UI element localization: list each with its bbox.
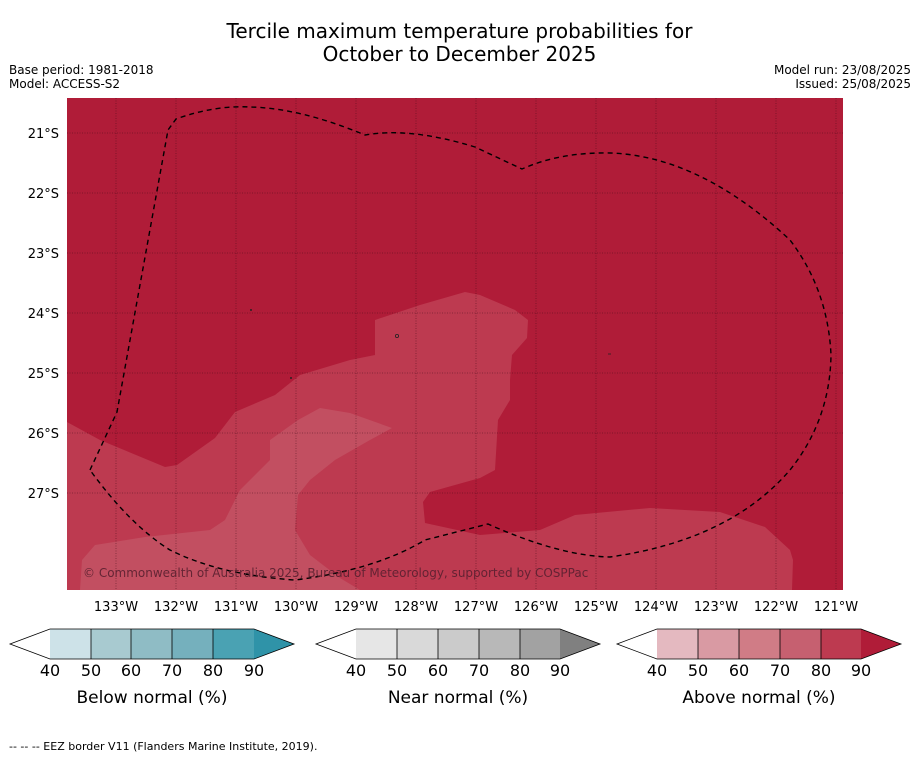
colorbar-arrow-max xyxy=(254,629,294,659)
map-title: Tercile maximum temperature probabilitie… xyxy=(0,20,919,66)
lon-label: 128°W xyxy=(394,600,438,615)
colorbar-tick: 60 xyxy=(729,661,749,680)
colorbar-tick: 60 xyxy=(121,661,141,680)
colorbar-title: Below normal (%) xyxy=(77,688,228,708)
eez-border xyxy=(89,106,832,581)
lon-label: 129°W xyxy=(334,600,378,615)
lon-label: 123°W xyxy=(694,600,738,615)
colorbar-tick: 90 xyxy=(244,661,264,680)
colorbar-near-normal: 40 50 60 70 80 90 Near normal (%) xyxy=(314,628,602,708)
colorbar-title: Near normal (%) xyxy=(388,688,528,708)
colorbar-tick: 40 xyxy=(346,661,366,680)
probability-zone-70 xyxy=(80,408,392,590)
lon-label: 122°W xyxy=(754,600,798,615)
colorbar-arrow-min xyxy=(617,629,657,659)
colorbar-segment xyxy=(657,629,698,659)
colorbar-segment xyxy=(739,629,780,659)
lon-label: 127°W xyxy=(454,600,498,615)
title-line-1: Tercile maximum temperature probabilitie… xyxy=(226,19,693,43)
colorbar-tick: 40 xyxy=(40,661,60,680)
lon-label: 130°W xyxy=(274,600,318,615)
meta-left: Base period: 1981-2018 Model: ACCESS-S2 xyxy=(9,63,154,91)
meta-right: Model run: 23/08/2025 Issued: 25/08/2025 xyxy=(774,63,911,91)
colorbar-segment xyxy=(698,629,739,659)
map-figure: © Commonwealth of Australia 2025, Bureau… xyxy=(8,98,903,708)
colorbar-arrow-min xyxy=(316,629,356,659)
lat-label: 22°S xyxy=(28,187,59,202)
map-area: © Commonwealth of Australia 2025, Bureau… xyxy=(67,98,843,590)
lat-label: 26°S xyxy=(28,427,59,442)
lon-label: 124°W xyxy=(634,600,678,615)
longitude-labels: 133°W 132°W 131°W 130°W 129°W 128°W 127°… xyxy=(94,600,858,615)
colorbar-segment xyxy=(50,629,91,659)
latitude-labels: 21°S 22°S 23°S 24°S 25°S 26°S 27°S xyxy=(28,127,59,502)
colorbar-segment xyxy=(397,629,438,659)
colorbar-tick: 50 xyxy=(688,661,708,680)
colorbar-tick: 70 xyxy=(469,661,489,680)
issued-date: Issued: 25/08/2025 xyxy=(795,77,911,91)
colorbar-segment xyxy=(172,629,213,659)
colorbar-segment xyxy=(356,629,397,659)
colorbar-segment xyxy=(438,629,479,659)
islands xyxy=(249,308,611,379)
colorbar-above-normal: 40 50 60 70 80 90 Above normal (%) xyxy=(615,628,903,708)
lon-label: 131°W xyxy=(214,600,258,615)
colorbar-tick: 70 xyxy=(770,661,790,680)
model-run: Model run: 23/08/2025 xyxy=(773,63,911,77)
colorbar-arrow-max xyxy=(861,629,901,659)
colorbar-tick: 80 xyxy=(203,661,223,680)
colorbar-tick: 60 xyxy=(428,661,448,680)
model-name: Model: ACCESS-S2 xyxy=(9,77,121,91)
colorbar-segment xyxy=(520,629,560,659)
lat-label: 25°S xyxy=(28,367,59,382)
graticule xyxy=(67,98,843,590)
colorbar-tick: 80 xyxy=(510,661,530,680)
colorbar-segment xyxy=(91,629,131,659)
lon-label: 126°W xyxy=(514,600,558,615)
colorbar-segment xyxy=(780,629,821,659)
copyright-notice: © Commonwealth of Australia 2025, Bureau… xyxy=(83,566,588,580)
colorbar-segment xyxy=(479,629,520,659)
colorbar-arrow-min xyxy=(10,629,50,659)
colorbar-tick: 50 xyxy=(387,661,407,680)
title-line-2: October to December 2025 xyxy=(322,42,597,66)
lon-label: 133°W xyxy=(94,600,138,615)
eez-footnote: -- -- -- EEZ border V11 (Flanders Marine… xyxy=(9,740,318,753)
colorbar-tick: 70 xyxy=(162,661,182,680)
colorbar-segment xyxy=(131,629,172,659)
lat-label: 21°S xyxy=(28,127,59,142)
colorbar-below-normal: 40 50 60 70 80 90 Below normal (%) xyxy=(8,628,296,708)
colorbar-arrow-max xyxy=(560,629,600,659)
colorbar-tick: 90 xyxy=(550,661,570,680)
lon-label: 132°W xyxy=(154,600,198,615)
colorbar-segment xyxy=(213,629,254,659)
base-period: Base period: 1981-2018 xyxy=(9,63,154,77)
colorbar-title: Above normal (%) xyxy=(682,688,835,708)
lat-label: 24°S xyxy=(28,307,59,322)
colorbar-tick: 50 xyxy=(81,661,101,680)
colorbar-tick: 90 xyxy=(851,661,871,680)
colorbar-tick: 80 xyxy=(811,661,831,680)
lon-label: 121°W xyxy=(814,600,858,615)
lon-label: 125°W xyxy=(574,600,618,615)
lat-label: 27°S xyxy=(28,487,59,502)
colorbar-tick: 40 xyxy=(647,661,667,680)
colorbar-segment xyxy=(821,629,861,659)
lat-label: 23°S xyxy=(28,247,59,262)
